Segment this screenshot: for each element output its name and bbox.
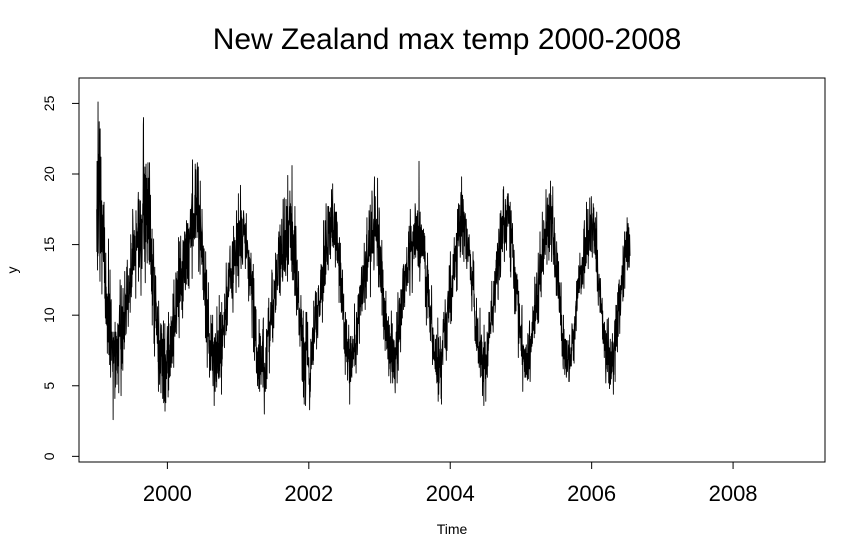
chart-title: New Zealand max temp 2000-2008: [213, 23, 682, 56]
x-tick-label: 2002: [284, 481, 333, 506]
y-tick-label: 10: [41, 307, 57, 323]
y-tick-label: 20: [41, 166, 57, 182]
y-tick-label: 0: [41, 452, 57, 460]
y-tick-label: 5: [41, 382, 57, 390]
x-tick-label: 2008: [709, 481, 758, 506]
series-layer: [96, 101, 631, 421]
series-line-0: [96, 101, 631, 421]
y-axis-label: y: [4, 267, 20, 274]
x-tick-label: 2006: [567, 481, 616, 506]
y-tick-label: 25: [41, 95, 57, 111]
x-axis: 2000 2002 2004 2006 2008: [143, 461, 758, 506]
x-tick-label: 2004: [426, 481, 475, 506]
y-axis: 0 5 10 15 20 25: [41, 95, 80, 460]
x-axis-label: Time: [437, 521, 468, 537]
plot-frame: [78, 77, 826, 463]
y-tick-label: 15: [41, 237, 57, 253]
x-tick-label: 2000: [143, 481, 192, 506]
